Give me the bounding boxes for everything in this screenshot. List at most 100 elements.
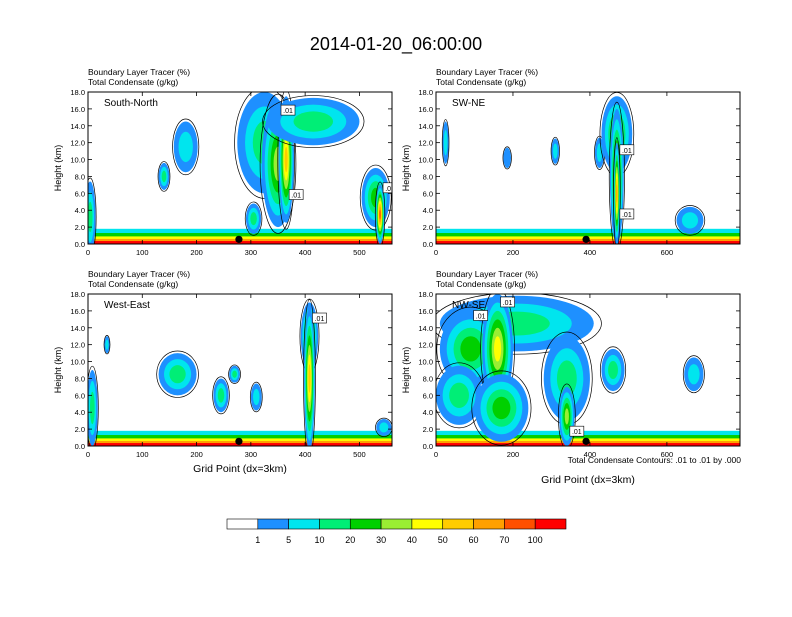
x-tick-label: 400 <box>584 450 597 459</box>
plot-frame <box>435 91 741 245</box>
y-tick-label: 2.0 <box>423 425 433 434</box>
x-tick-label: 300 <box>245 450 258 459</box>
contour-label-group: .01 <box>312 312 327 324</box>
x-axis-label-right: Grid Point (dx=3km) <box>541 474 635 486</box>
y-tick-label: 18.0 <box>70 88 85 97</box>
y-tick-label: 2.0 <box>75 223 85 232</box>
y-tick-label: 2.0 <box>75 425 85 434</box>
plume-level-2 <box>681 212 699 229</box>
x-tick-label: 200 <box>190 248 203 257</box>
y-tick-label: 4.0 <box>423 206 433 215</box>
plume-level-3 <box>293 111 334 132</box>
contour-label-group: .01 <box>288 189 304 200</box>
contour-label-group: .01 <box>280 104 296 116</box>
y-tick-label: 18.0 <box>418 290 433 299</box>
x-tick-label: 400 <box>299 248 312 257</box>
plume-level-2 <box>105 339 109 350</box>
colorbar-label: 60 <box>469 535 479 545</box>
y-tick-label: 10.0 <box>418 156 433 165</box>
condensate-contour <box>558 383 576 446</box>
plume-level-2 <box>253 388 260 406</box>
condensate-contour <box>88 365 99 446</box>
y-tick-label: 0.0 <box>75 240 85 249</box>
colorbar-swatch <box>380 518 413 530</box>
contour-label-group: .01 <box>500 296 515 308</box>
x-tick-label: 0 <box>86 248 90 257</box>
plume-level-9 <box>379 209 381 220</box>
y-axis-label: Height (km) <box>53 347 63 394</box>
plume-level-7 <box>284 146 288 173</box>
panel-3: .01 0.0 2.0 4.0 6.0 8.0 10.0 12.0 14.0 16.0 18.0 0 1… <box>53 269 393 459</box>
surface-band <box>436 241 740 244</box>
plume-level-2 <box>688 364 700 385</box>
x-tick-label: 400 <box>299 450 312 459</box>
contour-label-group: .01 <box>382 182 395 194</box>
plume-level-6 <box>494 336 502 362</box>
x-tick-label: 0 <box>86 450 90 459</box>
location-marker <box>235 437 243 445</box>
contour-label: .01 <box>622 148 632 155</box>
x-tick-label: 100 <box>136 450 149 459</box>
y-tick-label: 16.0 <box>70 105 85 114</box>
panel-subtitle: Total Condensate (g/kg) <box>88 77 178 87</box>
colorbar-label: 20 <box>345 535 355 545</box>
y-tick-label: 8.0 <box>75 172 85 181</box>
plot-frame <box>435 293 741 447</box>
colorbar-swatch <box>349 518 382 530</box>
condensate-contour <box>502 146 512 170</box>
plume-level-3 <box>161 170 167 183</box>
condensate-contour <box>303 299 316 446</box>
colorbar-swatch <box>257 518 289 530</box>
contour-label-group: .01 <box>619 144 635 156</box>
contour-label-box <box>619 144 635 156</box>
y-tick-label: 0.0 <box>423 240 433 249</box>
x-tick-label: 300 <box>245 248 258 257</box>
condensate-contour <box>599 346 627 394</box>
panel-2: .01 .01 0.0 2.0 4.0 6.0 8.0 10.0 12.0 14.0 16.0 18.… <box>401 67 741 257</box>
condensate-contour <box>244 201 263 236</box>
contour-label: .01 <box>622 212 632 219</box>
x-axis-label-left: Grid Point (dx=3km) <box>193 463 287 475</box>
y-tick-label: 12.0 <box>418 341 433 350</box>
colorbar-swatch <box>319 518 351 530</box>
plume-level-3 <box>556 360 577 397</box>
contour-label-group: .01 <box>473 310 488 321</box>
condensate-contour <box>613 137 621 244</box>
y-tick-label: 0.0 <box>75 442 85 451</box>
panel-subtitle: Boundary Layer Tracer (%) <box>436 269 538 279</box>
colorbar: 1 5 10 20 30 40 50 60 70 100 <box>226 518 567 545</box>
surface-band <box>436 443 740 446</box>
panel-subtitle: Boundary Layer Tracer (%) <box>88 269 190 279</box>
panels-group: .01 .01 .01 0.0 2.0 4.0 6.0 8.0 10.0 12.0 14.0 16.0… <box>53 67 741 459</box>
colorbar-label: 40 <box>407 535 417 545</box>
contour-label: .01 <box>385 186 395 193</box>
panel-subtitle: Total Condensate (g/kg) <box>436 77 526 87</box>
plume-level-5 <box>564 408 569 425</box>
plume-level-7 <box>308 364 311 393</box>
y-tick-label: 14.0 <box>418 324 433 333</box>
contour-label: .01 <box>572 429 582 436</box>
x-tick-label: 600 <box>661 450 674 459</box>
contour-label-box <box>280 104 296 116</box>
plume-level-3 <box>608 360 618 380</box>
y-tick-label: 10.0 <box>418 358 433 367</box>
location-marker <box>582 437 590 445</box>
panel-label: NW-SE <box>452 300 485 311</box>
contour-label-box <box>500 296 515 308</box>
y-tick-label: 12.0 <box>418 139 433 148</box>
colorbar-swatch <box>288 518 320 530</box>
colorbar-swatch <box>534 518 567 530</box>
y-tick-label: 4.0 <box>75 408 85 417</box>
colorbar-label: 30 <box>376 535 386 545</box>
y-axis-label: Height (km) <box>401 347 411 394</box>
condensate-contour <box>228 364 241 384</box>
y-tick-label: 16.0 <box>418 307 433 316</box>
contour-label-box <box>312 312 327 324</box>
colorbar-label: 100 <box>528 535 543 545</box>
y-axis-label: Height (km) <box>401 145 411 192</box>
y-tick-label: 12.0 <box>70 341 85 350</box>
colorbar-label: 1 <box>255 535 260 545</box>
plume-level-3 <box>250 212 257 226</box>
y-tick-label: 14.0 <box>70 122 85 131</box>
y-tick-label: 10.0 <box>70 156 85 165</box>
